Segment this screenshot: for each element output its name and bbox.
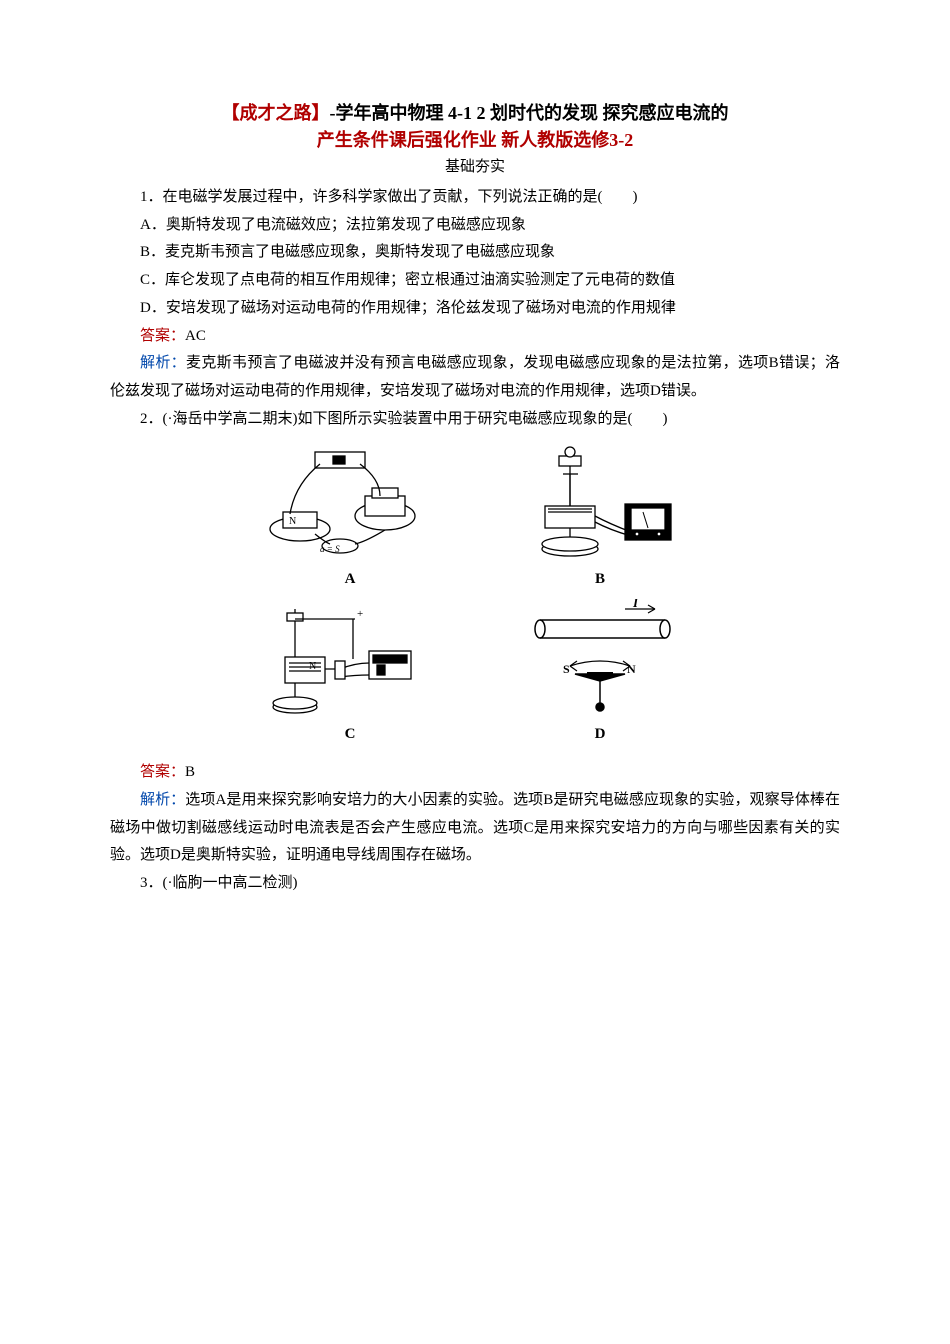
figure-a: N a = S A [265,444,435,594]
figure-c: + N C [265,599,435,749]
svg-text:S: S [563,662,570,676]
q1-answer: AC [185,328,206,344]
svg-text:N: N [627,662,636,676]
q1-stem: 1．在电磁学发展过程中，许多科学家做出了贡献，下列说法正确的是( ) [110,184,840,212]
svg-text:+: + [357,608,363,620]
figure-b-svg [515,444,685,564]
page-title-line2: 产生条件课后强化作业 新人教版选修3-2 [110,127,840,154]
figure-a-label: A [345,566,356,594]
q1-option-c: C．库仑发现了点电荷的相互作用规律；密立根通过油滴实验测定了元电荷的数值 [110,267,840,295]
figure-b-label: B [595,566,605,594]
title-rest-line1: -学年高中物理 4-1 2 划时代的发现 探究感应电流的 [330,103,729,123]
title-prefix: 【成才之路】 [222,103,330,123]
figure-c-label: C [345,721,356,749]
q2-analysis-label: 解析： [140,792,185,808]
q1-analysis-text: 麦克斯韦预言了电磁波并没有预言电磁感应现象，发现电磁感应现象的是法拉第，选项B错… [110,355,840,399]
figure-b: B [515,444,685,594]
svg-text:a = S: a = S [320,544,340,554]
q1-option-d: D．安培发现了磁场对运动电荷的作用规律；洛伦兹发现了磁场对电流的作用规律 [110,295,840,323]
q1-option-a: A．奥斯特发现了电流磁效应；法拉第发现了电磁感应现象 [110,212,840,240]
figure-row-2: + N C [110,599,840,749]
q2-answer-label: 答案： [140,764,185,780]
q1-answer-line: 答案：AC [110,323,840,351]
svg-text:N: N [289,516,296,527]
q2-analysis-text: 选项A是用来探究影响安培力的大小因素的实验。选项B是研究电磁感应现象的实验，观察… [110,792,840,864]
q3-stem: 3．(·临朐一中高二检测) [110,870,840,898]
q2-stem: 2．(·海岳中学高二期末)如下图所示实验装置中用于研究电磁感应现象的是( ) [110,406,840,434]
figure-d-svg: I S N [515,599,685,719]
figure-row-1: N a = S A [110,444,840,594]
figure-d: I S N D [515,599,685,749]
q1-option-b: B．麦克斯韦预言了电磁感应现象，奥斯特发现了电磁感应现象 [110,239,840,267]
q2-analysis: 解析：选项A是用来探究影响安培力的大小因素的实验。选项B是研究电磁感应现象的实验… [110,787,840,870]
q2-answer-line: 答案：B [110,759,840,787]
q1-analysis-label: 解析： [140,355,186,371]
q1-answer-label: 答案： [140,328,185,344]
page-title-line1: 【成才之路】-学年高中物理 4-1 2 划时代的发现 探究感应电流的 [110,100,840,127]
figure-a-svg: N a = S [265,444,435,564]
svg-text:I: I [632,599,639,610]
figure-c-svg: + N [265,599,435,719]
q1-analysis: 解析：麦克斯韦预言了电磁波并没有预言电磁感应现象，发现电磁感应现象的是法拉第，选… [110,350,840,406]
figure-d-label: D [595,721,606,749]
q2-answer: B [185,764,195,780]
subtitle: 基础夯实 [110,154,840,182]
q2-figures: N a = S A [110,444,840,750]
